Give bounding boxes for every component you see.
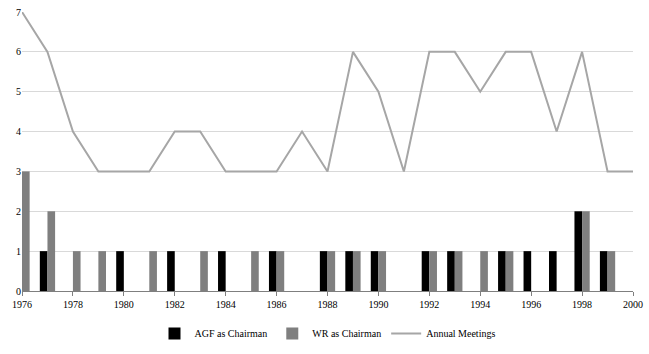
svg-text:1990: 1990 xyxy=(368,299,388,310)
svg-text:Annual Meetings: Annual Meetings xyxy=(426,328,495,339)
svg-text:1984: 1984 xyxy=(216,299,236,310)
svg-text:0: 0 xyxy=(16,286,21,297)
svg-text:1980: 1980 xyxy=(114,299,134,310)
svg-text:5: 5 xyxy=(16,86,21,97)
svg-text:6: 6 xyxy=(16,46,21,57)
svg-text:1988: 1988 xyxy=(318,299,338,310)
svg-text:4: 4 xyxy=(16,126,21,137)
svg-text:1976: 1976 xyxy=(12,299,32,310)
svg-text:WR as Chairman: WR as Chairman xyxy=(312,328,381,339)
svg-text:7: 7 xyxy=(16,7,21,18)
svg-text:1986: 1986 xyxy=(267,299,287,310)
svg-text:AGF as Chairman: AGF as Chairman xyxy=(195,328,268,339)
svg-text:2000: 2000 xyxy=(623,299,643,310)
svg-text:1998: 1998 xyxy=(572,299,592,310)
svg-text:3: 3 xyxy=(16,166,21,177)
svg-text:1992: 1992 xyxy=(419,299,439,310)
svg-text:1: 1 xyxy=(16,246,21,257)
svg-text:1982: 1982 xyxy=(165,299,185,310)
svg-text:1978: 1978 xyxy=(63,299,83,310)
svg-text:2: 2 xyxy=(16,206,21,217)
svg-text:1996: 1996 xyxy=(521,299,541,310)
svg-text:1994: 1994 xyxy=(470,299,490,310)
